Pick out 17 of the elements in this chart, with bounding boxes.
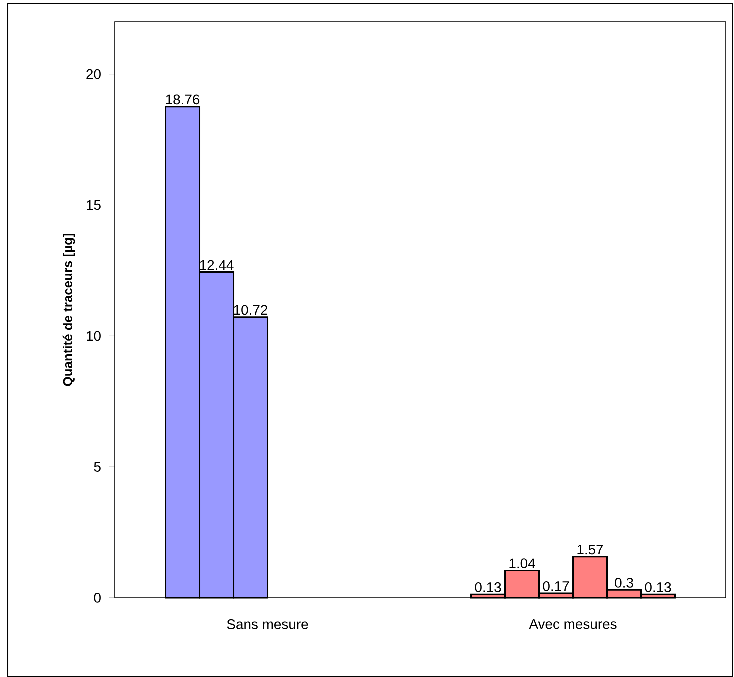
x-tick-label: Sans mesure	[227, 619, 308, 630]
y-tick-label: 0	[94, 592, 101, 603]
y-tick-label: 10	[87, 330, 101, 341]
data-label: 10.72	[234, 304, 268, 315]
data-label: 18.76	[166, 94, 200, 104]
data-label: 12.44	[200, 260, 234, 270]
y-tick-label: 15	[87, 200, 101, 210]
data-label: 0.13	[475, 582, 502, 592]
data-label: 1.04	[510, 558, 536, 568]
data-label: 0.17	[543, 581, 570, 592]
x-tick-label: Avec mesures	[529, 619, 617, 630]
data-label: 0.3	[615, 578, 634, 588]
y-tick-label: 20	[86, 69, 101, 80]
y-tick-label: 5	[94, 462, 101, 472]
y-axis-title: Quantité de traceurs [µg]	[62, 234, 76, 386]
data-label: 1.57	[578, 544, 604, 554]
data-label: 0.13	[645, 582, 672, 592]
